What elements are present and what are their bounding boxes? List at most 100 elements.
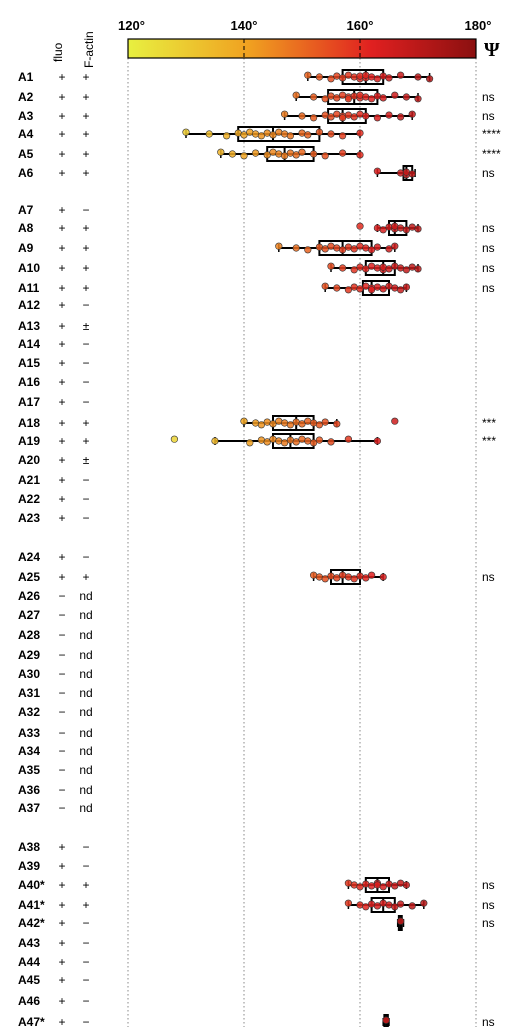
- significance-label: ***: [482, 434, 496, 448]
- significance-label: ****: [482, 147, 501, 161]
- factin-header: F-actin: [82, 31, 96, 68]
- factin-value: −: [82, 337, 89, 351]
- data-point: [292, 244, 300, 252]
- factin-value: nd: [79, 783, 92, 797]
- fluo-value: +: [58, 298, 65, 312]
- fluo-value: −: [58, 783, 65, 797]
- factin-value: +: [82, 90, 89, 104]
- significance-label: ***: [482, 416, 496, 430]
- row-A25: A25 + + ns: [18, 569, 495, 585]
- row-label: A8: [18, 221, 34, 235]
- data-point: [350, 575, 358, 583]
- data-point: [321, 152, 329, 160]
- significance-label: ns: [482, 1015, 495, 1027]
- data-point: [362, 265, 370, 273]
- row-label: A26: [18, 589, 40, 603]
- row-A38: A38 + −: [18, 840, 90, 854]
- fluo-value: +: [58, 840, 65, 854]
- row-A23: A23 + −: [18, 511, 90, 525]
- data-point: [240, 131, 248, 139]
- data-point: [397, 113, 405, 121]
- row-A13: A13 + ±: [18, 319, 90, 333]
- data-point: [292, 151, 300, 159]
- data-point: [408, 902, 416, 910]
- fluo-value: −: [58, 726, 65, 740]
- factin-value: −: [82, 936, 89, 950]
- significance-label: ns: [482, 570, 495, 584]
- row-A2: A2 + + ns: [18, 89, 495, 105]
- data-point: [368, 246, 376, 254]
- row-A17: A17 + −: [18, 395, 90, 409]
- data-point: [373, 902, 382, 910]
- fluo-value: +: [58, 281, 65, 295]
- row-A32: A32 − nd: [18, 705, 93, 719]
- data-point: [182, 128, 190, 136]
- fluo-value: +: [58, 166, 65, 180]
- fluo-value: +: [58, 878, 65, 892]
- data-point: [382, 1016, 390, 1024]
- data-point: [327, 130, 335, 138]
- data-point: [223, 132, 231, 140]
- data-point: [339, 246, 347, 254]
- data-point: [321, 95, 329, 103]
- row-label: A29: [18, 648, 40, 662]
- significance-label: ns: [482, 261, 495, 275]
- row-label: A13: [18, 319, 40, 333]
- data-point: [315, 436, 324, 444]
- factin-value: ±: [83, 319, 90, 333]
- fluo-value: +: [58, 898, 65, 912]
- x-axis-ticks: 120° 140° 160° 180°: [118, 18, 491, 33]
- data-point: [385, 245, 393, 253]
- row-A1: A1 + +: [18, 69, 434, 85]
- data-point: [327, 113, 335, 121]
- fluo-value: −: [58, 648, 65, 662]
- factin-value: −: [82, 550, 89, 564]
- data-point: [397, 286, 405, 294]
- data-point: [257, 132, 266, 140]
- row-label: A16: [18, 375, 40, 389]
- data-point: [252, 149, 260, 157]
- data-point: [385, 265, 393, 273]
- fluo-value: +: [58, 453, 65, 467]
- data-point: [402, 266, 411, 274]
- row-label: A4: [18, 127, 34, 141]
- fluo-value: +: [58, 434, 65, 448]
- row-label: A24: [18, 550, 40, 564]
- colorbar-symbol: Ψ: [484, 39, 500, 61]
- data-point: [373, 437, 382, 445]
- factin-value: +: [82, 878, 89, 892]
- factin-value: +: [82, 570, 89, 584]
- data-point: [391, 91, 399, 99]
- significance-label: ****: [482, 127, 501, 141]
- factin-value: +: [82, 898, 89, 912]
- data-point: [368, 286, 376, 294]
- row-label: A6: [18, 166, 34, 180]
- data-point: [269, 420, 277, 428]
- data-point: [368, 95, 376, 103]
- factin-value: −: [82, 375, 89, 389]
- data-point: [333, 94, 341, 102]
- data-point: [269, 131, 277, 139]
- row-A6: A6 + + ns: [18, 165, 495, 181]
- row-label: A3: [18, 109, 34, 123]
- data-point: [339, 132, 347, 140]
- data-point: [379, 226, 387, 234]
- fluo-value: +: [58, 356, 65, 370]
- row-label: A34: [18, 744, 40, 758]
- rows: A1 + + A2 + + ns A3 + + ns A4 + + **** A5 + + **** A6 + + ns A7…: [18, 69, 501, 1027]
- data-point: [356, 285, 364, 293]
- row-label: A44: [18, 955, 40, 969]
- fluo-header: fluo: [51, 42, 65, 62]
- row-A30: A30 − nd: [18, 667, 93, 681]
- data-point: [321, 282, 329, 290]
- data-point: [281, 439, 289, 447]
- data-point: [356, 883, 364, 891]
- row-A3: A3 + + ns: [18, 108, 495, 124]
- row-label: A31: [18, 686, 40, 700]
- row-A43: A43 + −: [18, 936, 90, 950]
- data-point: [240, 152, 248, 160]
- fluo-value: +: [58, 492, 65, 506]
- row-label: A45: [18, 973, 40, 987]
- factin-value: nd: [79, 589, 92, 603]
- row-label: A9: [18, 241, 34, 255]
